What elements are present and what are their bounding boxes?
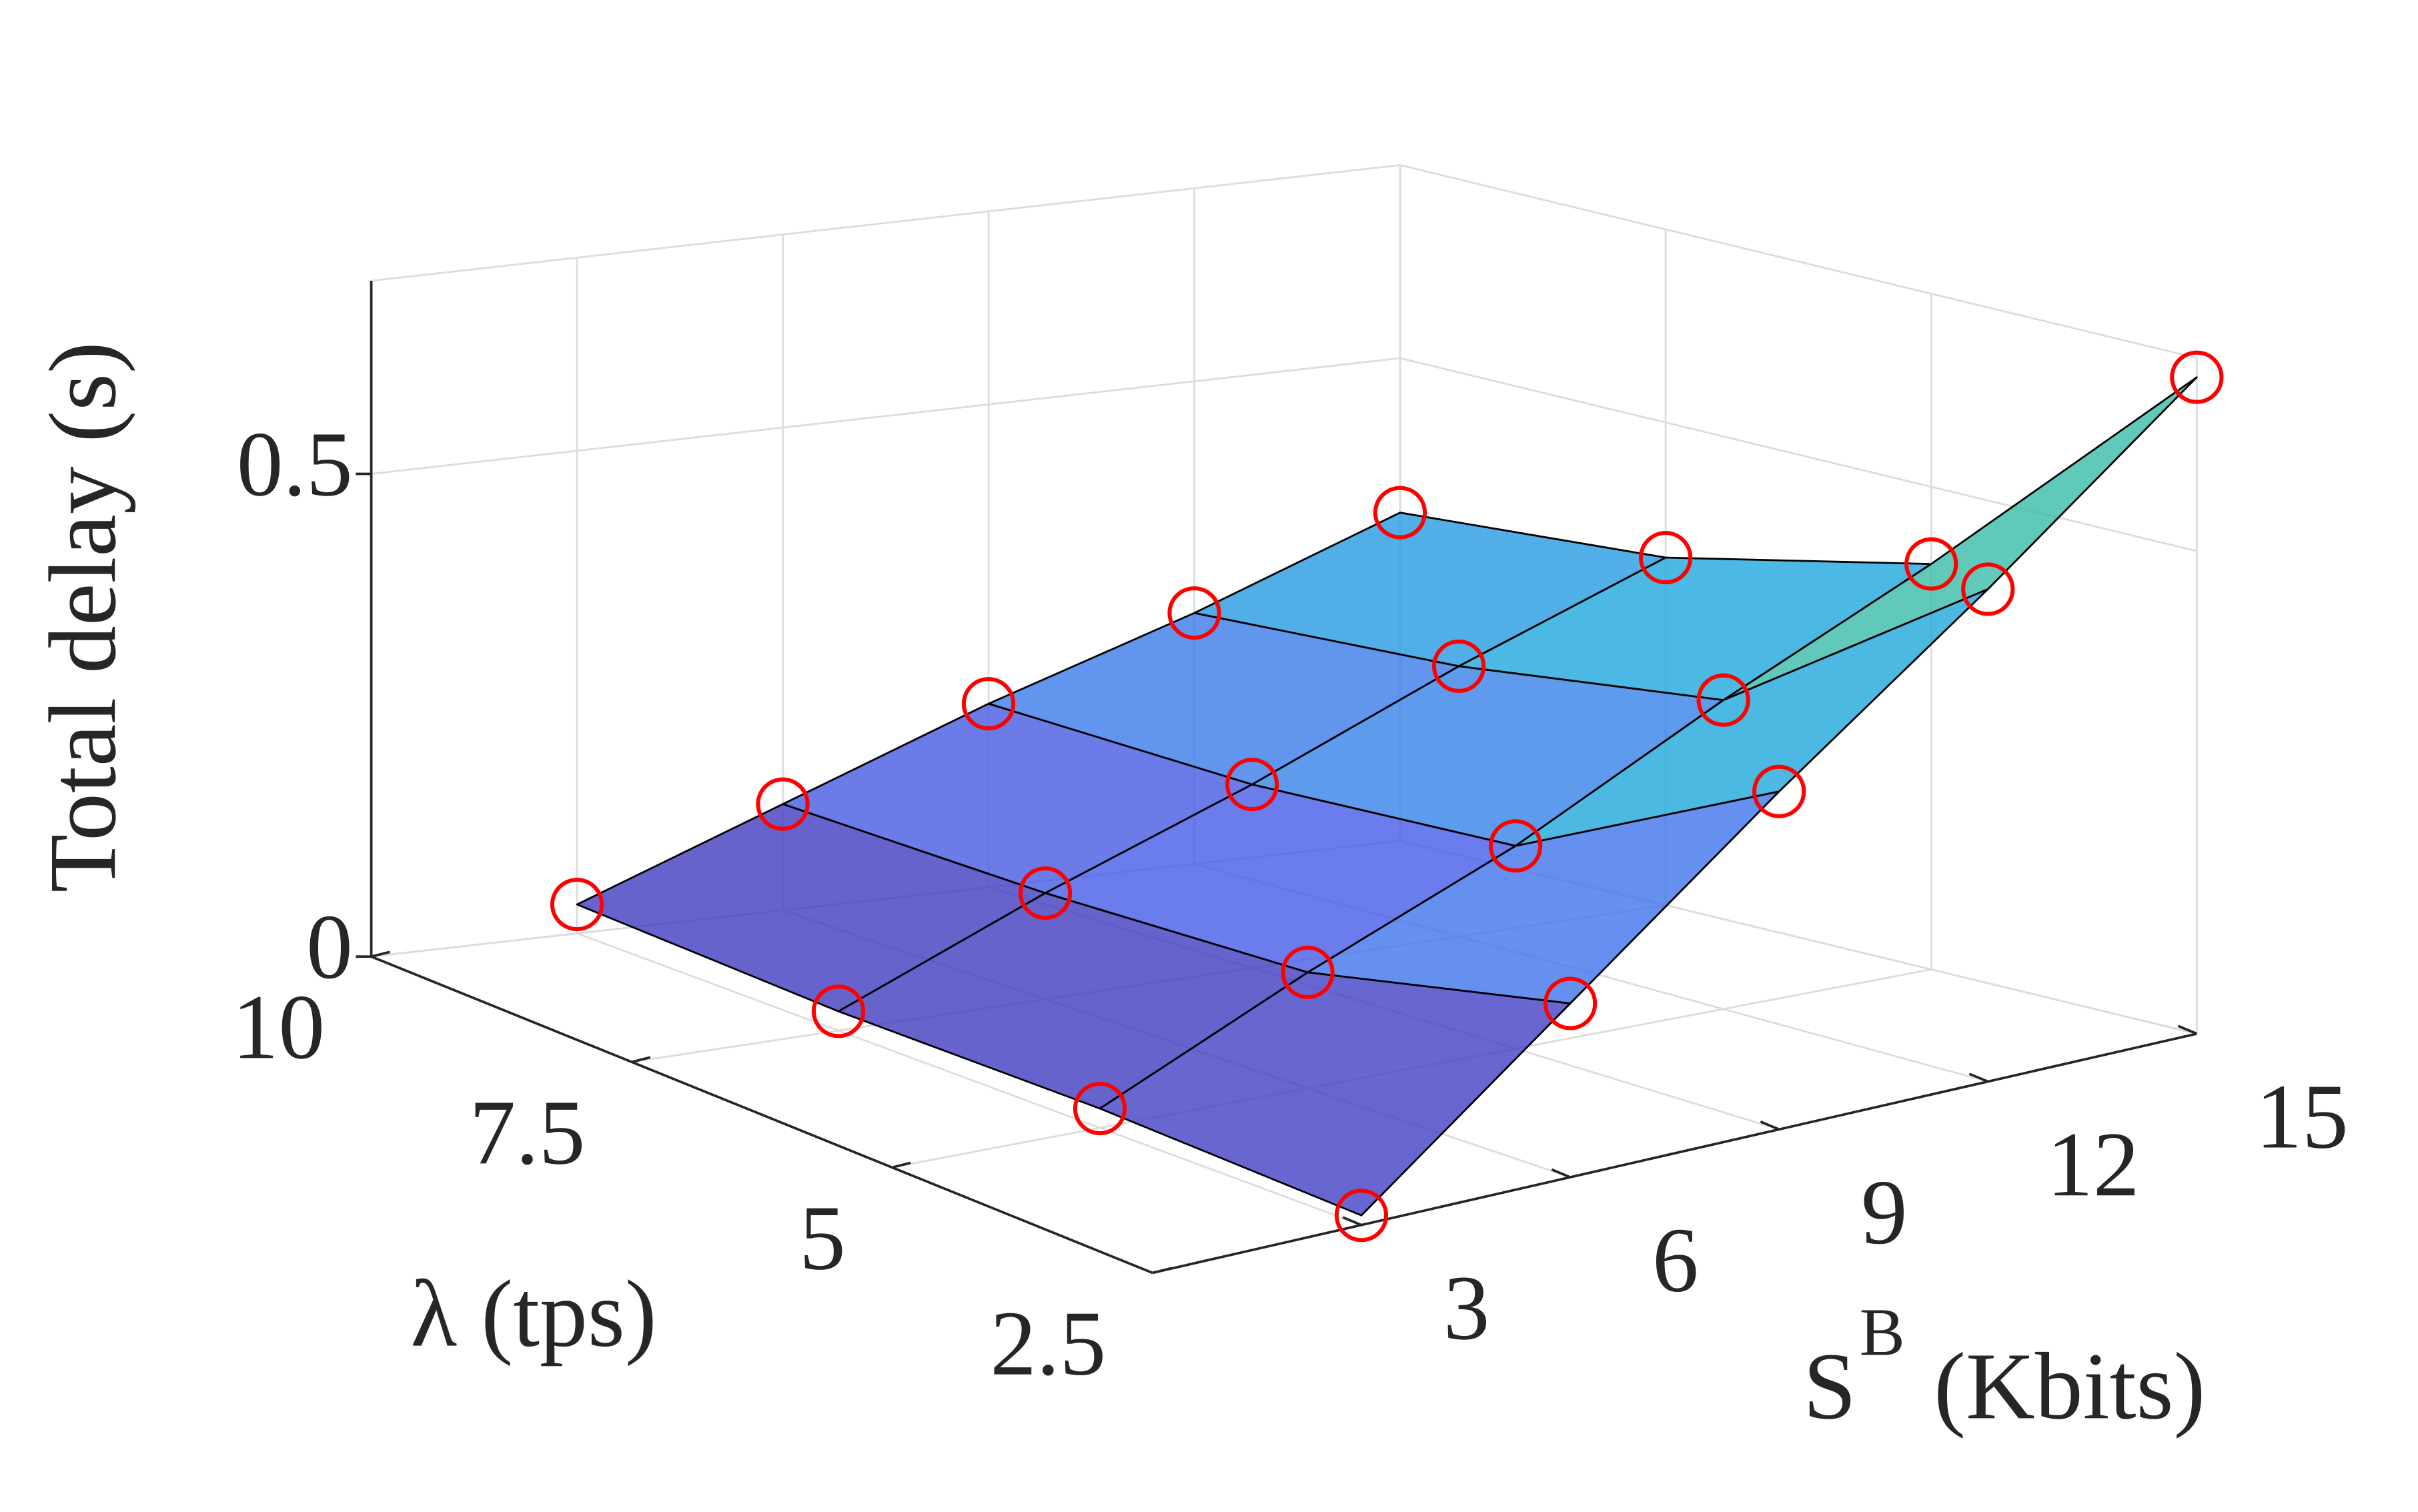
z-tick-label: 0.5: [237, 414, 353, 516]
data-marker: [1431, 639, 1486, 693]
x-tick-label: 5: [799, 1187, 846, 1290]
data-marker: [1961, 562, 2015, 616]
x-axis: [370, 955, 1153, 1275]
data-marker: [1373, 486, 1427, 540]
y-tick-label: 3: [1443, 1257, 1490, 1360]
x-tick: [891, 1161, 911, 1169]
x-tick: [1152, 1267, 1172, 1275]
x-tick-label: 2.5: [990, 1293, 1106, 1395]
box-edge: [371, 164, 1401, 282]
data-marker: [961, 677, 1016, 731]
data-marker: [1281, 945, 1335, 999]
x-tick-label: 10: [232, 976, 325, 1079]
y-tick-label: 6: [1652, 1209, 1699, 1312]
y-tick-label: 9: [1861, 1161, 1908, 1264]
data-marker: [1904, 537, 1958, 591]
grid-line: [576, 932, 1362, 1227]
z-axis-label: Total delay (s): [30, 341, 136, 892]
data-marker: [1638, 531, 1693, 585]
data-marker: [756, 777, 810, 831]
y-tick: [1551, 1168, 1571, 1179]
data-marker: [1018, 866, 1073, 920]
x-axis-label: λ (tps): [411, 1261, 657, 1367]
y-tick: [1968, 1072, 1988, 1083]
y-axis: [1152, 1032, 2197, 1275]
y-tick: [1342, 1216, 1362, 1227]
data-marker: [1167, 586, 1221, 640]
data-marker: [550, 878, 604, 932]
y-tick-label: 12: [2046, 1113, 2139, 1216]
data-marker: [1543, 976, 1598, 1030]
grid-line: [1399, 357, 2197, 552]
data-marker: [811, 984, 866, 1038]
z-tick-label: 0: [306, 896, 353, 998]
y-tick: [1760, 1120, 1780, 1131]
y-axis-label-sup: B: [1860, 1295, 1905, 1370]
data-marker: [2170, 350, 2224, 404]
x-tick: [371, 950, 390, 958]
surface-patch: [1099, 971, 1572, 1217]
data-marker: [1225, 758, 1279, 812]
y-axis-label-rest: (Kbits): [1934, 1334, 2205, 1440]
y-axis-label-base: S: [1803, 1334, 1856, 1440]
x-tick: [631, 1056, 651, 1064]
data-marker: [1073, 1082, 1127, 1136]
data-marker: [1334, 1189, 1389, 1243]
data-marker: [1752, 764, 1806, 818]
data-marker: [1488, 819, 1543, 873]
x-tick-label: 7.5: [470, 1082, 586, 1185]
grid-line: [371, 357, 1401, 475]
y-tick: [2177, 1024, 2198, 1035]
data-marker: [1696, 673, 1750, 727]
y-tick-label: 15: [2255, 1066, 2348, 1169]
box-edge: [1399, 164, 2197, 359]
